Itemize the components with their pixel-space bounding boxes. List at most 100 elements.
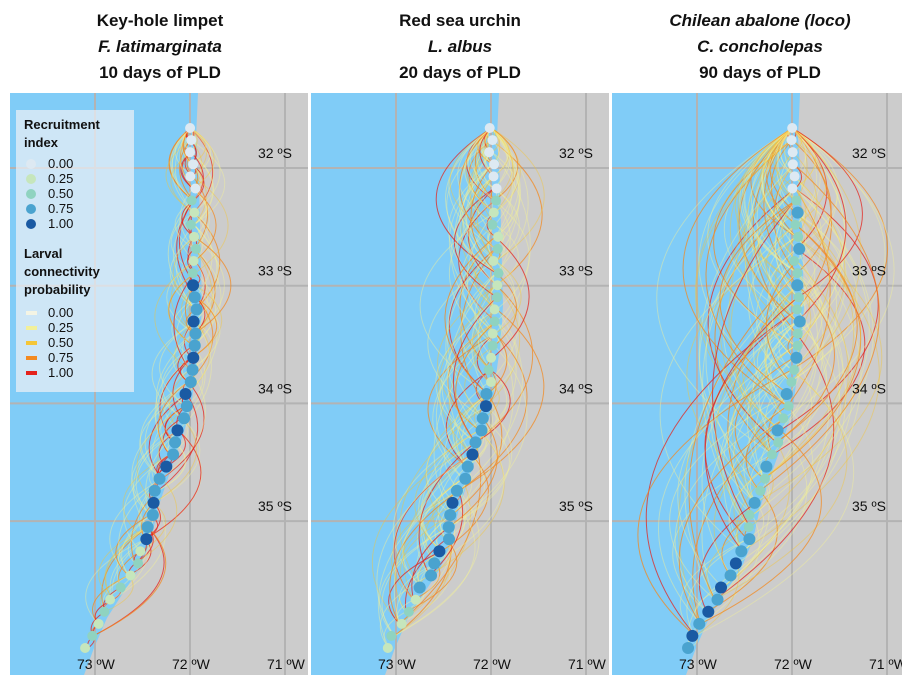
connectivity-arc (752, 188, 874, 516)
connectivity-arc (171, 127, 194, 201)
connectivity-arc (707, 127, 796, 347)
recruitment-site-dot (167, 448, 180, 461)
recruitment-site-dot (487, 135, 498, 146)
recruitment-site-dot (146, 508, 159, 521)
recruitment-site-dot (185, 171, 196, 182)
connectivity-arc (712, 200, 796, 528)
connectivity-arc (795, 212, 844, 335)
connectivity-arc (645, 308, 799, 637)
connectivity-arc (371, 441, 476, 625)
recruitment-site-dot (187, 351, 200, 364)
connectivity-arc (672, 454, 773, 613)
connectivity-arc (177, 345, 194, 383)
connectivity-arc (193, 236, 232, 334)
connectivity-arc (776, 284, 835, 443)
connectivity-arc (704, 296, 799, 552)
connectivity-arc (714, 272, 847, 601)
connectivity-arc (432, 478, 464, 540)
connectivity-arc (491, 127, 516, 226)
recruitment-site-dot (187, 268, 198, 279)
recruitment-site-dot (488, 256, 499, 267)
connectivity-arc (436, 490, 467, 564)
recruitment-site-dot (793, 231, 804, 242)
recruitment-sites (382, 123, 504, 653)
connectivity-arc (791, 139, 832, 274)
connectivity-arc (444, 236, 496, 395)
connectivity-arc (455, 321, 497, 443)
connectivity-arc (792, 127, 818, 226)
recruitment-site-dot (493, 268, 504, 279)
recruitment-site-dot (185, 147, 196, 158)
recruitment-site-dot (744, 509, 755, 520)
connectivity-arc (411, 526, 450, 600)
connectivity-arc (153, 417, 201, 504)
recruitment-site-dot (450, 484, 463, 497)
connectivity-arc (451, 393, 503, 516)
panel-title-limpet: Key-hole limpet F. latimarginata 10 days… (10, 8, 310, 86)
map-panel-urchin: 32 ºS 33 ºS 34 ºS 35 ºS 73 ºW 72 ºW 71 ºW (311, 93, 609, 675)
recruitment-site-dot (729, 557, 742, 570)
connectivity-arc (460, 272, 497, 383)
recruitment-site-dot (489, 316, 500, 327)
recruitment-site-dot (743, 533, 756, 546)
recruitment-site-dot (186, 363, 199, 376)
connectivity-arc (491, 127, 529, 274)
recruitment-site-dot (793, 292, 804, 303)
connectivity-arc (157, 381, 189, 455)
recruitment-site-dot (780, 388, 793, 401)
connectivity-arc (378, 526, 450, 637)
connectivity-arc (425, 393, 489, 528)
connectivity-arc (792, 127, 847, 310)
map-legend: Recruitment index 0.00 0.25 0.50 0.75 1.… (16, 110, 134, 392)
connectivity-arc (192, 188, 217, 262)
connectivity-arc (491, 127, 508, 189)
connectivity-arc (191, 163, 207, 226)
connectivity-arc (393, 538, 451, 637)
connectivity-arc (714, 429, 808, 601)
recruitment-site-dot (724, 569, 737, 582)
recruitment-site-dot (180, 400, 193, 413)
connectivity-arc (101, 526, 149, 612)
recruitment-site-dot (773, 437, 784, 448)
recruitment-legend-title: Recruitment index (24, 117, 100, 150)
panel-title-abalone: Chilean abalone (loco) C. concholepas 90… (610, 8, 902, 86)
connectivity-arc (469, 127, 495, 189)
recruitment-site-dot (489, 159, 500, 170)
latitude-label: 33 ºS (258, 263, 292, 279)
connectivity-arc (111, 538, 146, 600)
recruitment-site-dot (480, 388, 493, 401)
connectivity-arc (494, 200, 511, 274)
recruitment-site-dot (105, 594, 116, 605)
connectivity-arc (448, 345, 528, 528)
connectivity-arc (476, 333, 496, 383)
connectivity-arc (719, 200, 796, 395)
connectivity-arc (166, 260, 196, 334)
connectivity-arc (104, 526, 149, 600)
recruitment-site-dot (487, 328, 498, 339)
pld-label: 20 days of PLD (399, 63, 521, 82)
connectivity-arc (763, 212, 855, 480)
connectivity-arc (186, 284, 218, 395)
connectivity-arc (775, 127, 796, 201)
connectivity-arc (449, 200, 495, 347)
recruitment-site-dot (778, 413, 789, 424)
connectivity-arc (475, 369, 508, 443)
recruitment-site-dot (189, 231, 200, 242)
connectivity-arc (161, 381, 205, 480)
connectivity-arc (394, 502, 455, 612)
connectivity-arc (460, 176, 498, 298)
latitude-label: 32 ºS (559, 145, 593, 161)
connectivity-arc (792, 127, 838, 262)
connectivity-arc (789, 176, 847, 383)
latitude-label: 35 ºS (258, 498, 292, 514)
connectivity-arc (144, 429, 202, 540)
connectivity-arc (487, 321, 518, 395)
recruitment-site-dot (748, 496, 761, 509)
connectivity-arc (762, 127, 797, 226)
recruitment-site-dot (443, 533, 456, 546)
longitude-label: 71 ºW (869, 656, 902, 672)
connectivity-arc (444, 393, 489, 492)
connectivity-arc (452, 296, 498, 443)
connectivity-arc (190, 127, 215, 189)
connectivity-arc (723, 224, 797, 431)
